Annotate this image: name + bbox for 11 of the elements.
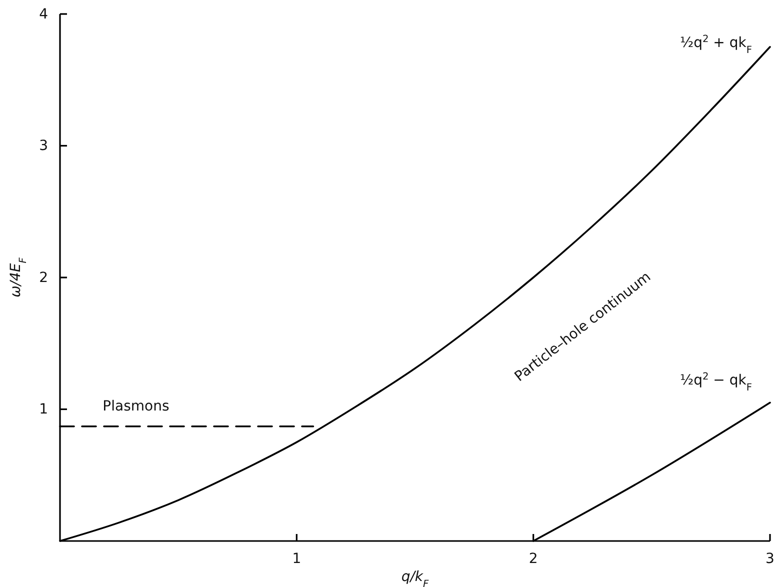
y-tick-label: 3 [39,138,48,154]
series-label: Plasmons [102,398,170,414]
y-tick-label: 1 [39,402,48,418]
x-tick-label: 3 [766,550,774,567]
x-tick-label: 2 [528,550,538,567]
x-axis-title: q/k$_{F}$ [401,569,430,587]
y-tick-label: 2 [39,270,48,286]
series-label: ½q$^{2}$ − qk$_{F}$ [680,371,752,394]
x-tick-label: 1 [292,550,302,567]
y-tick-label: 4 [39,6,48,22]
series-label: ½q$^{2}$ + qk$_{F}$ [680,33,752,56]
